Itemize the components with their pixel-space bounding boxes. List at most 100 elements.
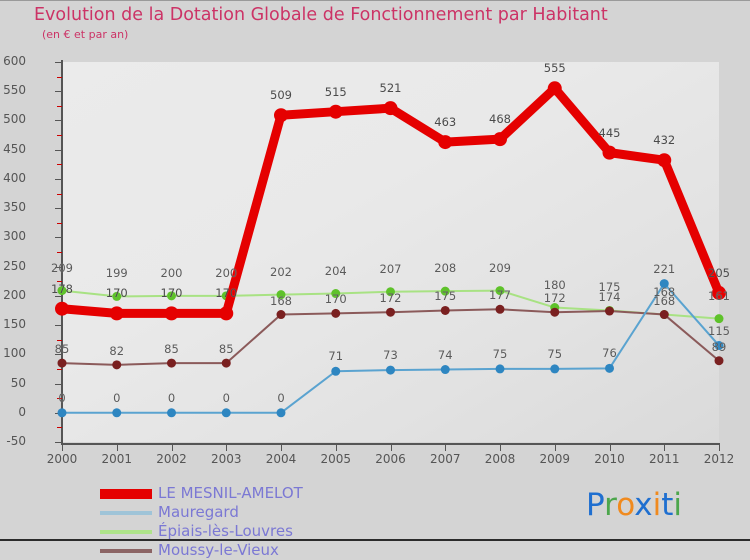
x-tick-label: 2009 [539,452,571,466]
data-point [550,307,560,317]
legend-item-3[interactable]: Moussy-le-Vieux [100,541,303,560]
data-point-label: 200 [160,265,183,280]
data-point [276,310,286,320]
y-tick-minor-mark [57,398,62,400]
x-tick-mark [335,445,337,451]
y-tick-label: 100 [3,346,26,361]
logo-letter: o [616,487,635,523]
data-point-label: 0 [277,390,285,405]
legend-swatch [100,510,152,515]
data-point-label: 168 [653,284,676,299]
y-tick-mark [55,295,62,297]
x-tick-label: 2006 [375,452,406,466]
data-point [547,81,562,96]
data-point-label: 85 [218,342,234,357]
data-point-label: 208 [434,261,457,276]
y-tick-minor-mark [57,193,62,195]
data-point [331,366,341,376]
x-tick-mark [62,445,63,451]
y-tick-minor-mark [57,339,62,341]
y-tick-mark [55,237,62,239]
y-tick-label: 600 [3,54,26,68]
data-point-label: 71 [328,349,344,364]
logo-letter: P [586,487,605,523]
data-point [331,308,341,318]
x-tick-mark [171,445,173,451]
x-tick-label: 2008 [484,452,516,466]
page-title: Evolution de la Dotation Globale de Fonc… [34,5,608,25]
legend-item-0[interactable]: LE MESNIL-AMELOT [100,484,303,503]
data-point [276,408,286,418]
legend-item-2[interactable]: Épiais-lès-Louvres [100,522,303,541]
data-point-label: 85 [164,342,179,357]
data-point-label: 75 [547,346,563,361]
x-tick-mark [609,445,611,451]
data-point-label: 463 [434,115,457,130]
data-point [495,304,505,314]
page-subtitle: (en € et par an) [42,28,129,41]
y-tick-mark [55,442,62,443]
data-point [57,286,67,296]
y-tick-mark [55,149,62,151]
logo-letter: i [673,487,683,523]
data-point [164,306,179,321]
legend-label: Mauregard [158,503,239,521]
data-point [714,356,724,366]
data-point-label: 468 [489,112,511,127]
data-point [605,363,614,373]
x-tick-mark [281,445,282,451]
y-tick-minor-mark [57,76,62,78]
data-point-label: 0 [167,390,176,405]
y-tick-mark [55,383,62,385]
data-point-label: 199 [105,266,128,281]
y-tick-minor-mark [57,135,62,137]
data-point [386,365,395,375]
data-point-label: 515 [324,84,347,99]
data-point [167,291,176,301]
data-point [440,305,450,315]
data-point-label: 221 [653,261,676,276]
data-point-label: 170 [105,286,128,301]
data-point-label: 0 [113,390,121,405]
x-tick-mark [554,445,556,451]
y-tick-label: 50 [10,375,26,390]
data-point [221,358,231,368]
data-point [659,279,669,289]
data-point-label: 432 [653,133,676,148]
series-moussy-le-vieux [57,304,724,370]
data-point-label: 207 [379,261,402,276]
y-tick-label: 150 [3,317,26,332]
data-point [221,408,231,418]
x-tick-label: 2000 [46,452,78,466]
data-point [219,306,234,321]
y-tick-label: -50 [6,434,26,448]
data-point [657,153,672,168]
legend: LE MESNIL-AMELOT Mauregard Épiais-lès-Louv… [100,484,303,560]
legend-swatch [100,548,152,553]
x-tick-mark [226,445,228,451]
legend-label: Moussy-le-Vieux [158,541,279,559]
x-tick-mark [116,445,118,451]
data-point-label: 209 [489,260,511,275]
legend-item-1[interactable]: Mauregard [100,503,303,522]
series-mauregard [57,279,724,418]
data-point-label: 205 [708,265,730,280]
data-point-label: 74 [437,347,453,362]
y-tick-minor-mark [57,252,62,253]
y-tick-label: 450 [3,141,26,156]
y-tick-mark [55,91,62,93]
bottom-divider [0,539,750,541]
y-tick-label: 550 [3,83,26,98]
data-point-label: 445 [598,125,621,140]
legend-swatch [100,529,152,534]
data-point [712,285,726,300]
legend-swatch [100,488,152,499]
x-tick-label: 2001 [101,452,133,466]
y-axis [61,60,63,444]
data-point-label: 509 [270,88,292,103]
data-point [714,314,724,324]
data-point [493,132,507,147]
data-point-label: 175 [598,280,621,295]
data-point-label: 521 [379,81,402,96]
data-point-label: 75 [492,346,508,361]
